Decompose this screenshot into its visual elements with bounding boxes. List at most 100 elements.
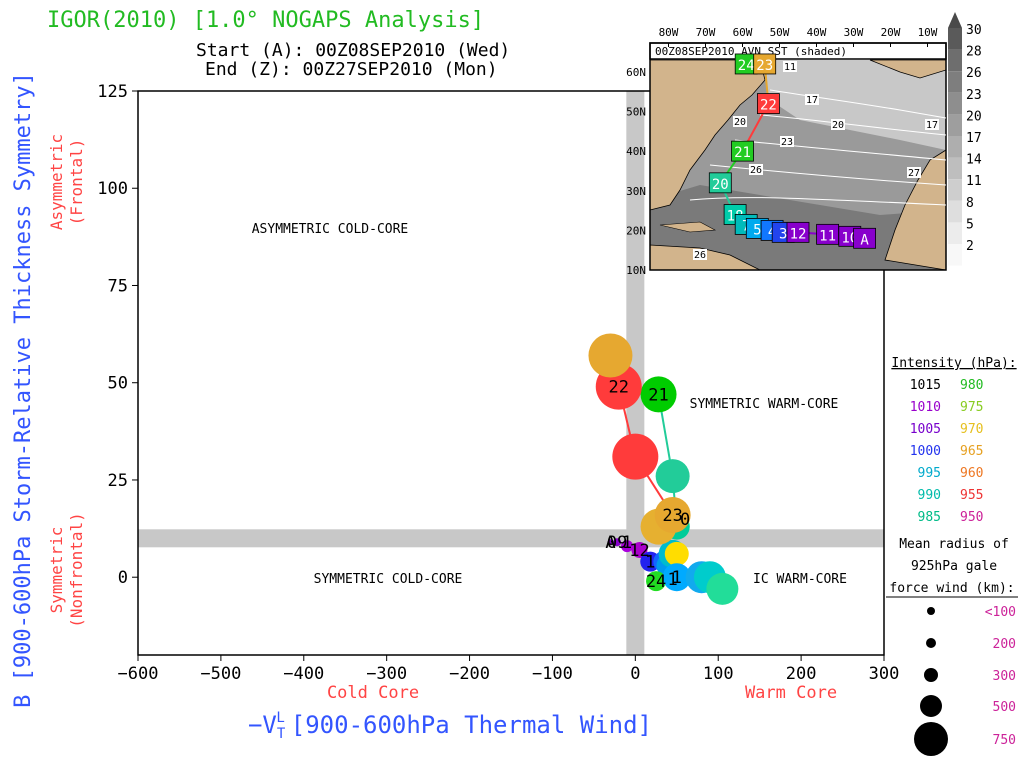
inset-contour-label: 27 (908, 168, 920, 179)
intensity-legend-value: 985 (918, 510, 941, 525)
radius-legend-dot (914, 722, 948, 756)
radius-legend-dot (926, 638, 936, 648)
colorbar-segment (948, 200, 962, 223)
symmetry-threshold-band (138, 529, 884, 548)
y-axis-asymmetric-label: Asymmetric (47, 134, 66, 230)
colorbar-label: 5 (966, 217, 974, 232)
colorbar-top-arrow (948, 12, 962, 28)
radius-legend-label: 300 (993, 669, 1016, 684)
inset-cuba (659, 221, 717, 233)
intensity-legend-value: 970 (960, 422, 983, 437)
intensity-legend-value: 980 (960, 378, 983, 393)
x-tick-label: 300 (869, 664, 900, 684)
inset-track-label: 24 (738, 58, 755, 74)
inset-contour-label: 26 (694, 250, 706, 261)
inset-lon-label: 30W (844, 26, 864, 39)
track-point (607, 539, 614, 546)
inset-track-box (731, 140, 754, 162)
colorbar-label: 20 (966, 109, 982, 124)
track-point-label: 09 (607, 533, 627, 553)
y-tick-label: 25 (108, 471, 128, 491)
track-point (646, 571, 667, 592)
y-tick-label: 0 (118, 568, 128, 588)
inset-track-box (708, 172, 732, 194)
intensity-legend-value: 1010 (910, 400, 941, 415)
inset-cool-sst-region (760, 60, 946, 150)
inset-track-box (757, 93, 780, 114)
intensity-legend-value: 955 (960, 488, 983, 503)
track-point-label: A (605, 533, 615, 553)
inset-sst-contour (769, 89, 947, 119)
inset-track-label: 21 (734, 145, 751, 161)
inset-lat-label: 60N (626, 66, 646, 79)
track-point-label: 1 (668, 570, 678, 590)
inset-lon-label: 80W (659, 26, 679, 39)
inset-contour-label-bg (749, 164, 763, 175)
inset-sst-contour (689, 197, 947, 206)
inset-contour-label-bg (693, 249, 707, 260)
x-axis-label-sub: T (277, 726, 286, 742)
radius-legend-dot (920, 695, 942, 717)
inset-lon-label: 10W (918, 26, 938, 39)
colorbar-label: 28 (966, 45, 982, 60)
x-axis-label: −VTL [900-600hPa Thermal Wind] (248, 710, 652, 742)
cold-core-label: Cold Core (327, 683, 419, 703)
y-tick-label: 75 (108, 276, 128, 296)
x-axis-label-sup: L (276, 710, 284, 726)
track-point-label: 1 (645, 553, 655, 573)
inset-contour-label: 17 (806, 95, 818, 106)
quadrant-symmetric-cold-core: SYMMETRIC COLD-CORE (314, 572, 463, 587)
inset-contour-label-bg (907, 167, 921, 178)
track-point (655, 459, 690, 494)
track-point (664, 541, 689, 566)
x-tick-label: −100 (532, 664, 573, 684)
track-point (588, 333, 633, 378)
y-axis-nonfrontal-label: (Nonfrontal) (67, 512, 86, 628)
colorbar-segment (948, 28, 962, 50)
inset-title: 00Z08SEP2010 AVN SST (shaded) (655, 45, 847, 58)
colorbar-segment (948, 71, 962, 93)
inset-track-label: 5 (753, 222, 761, 238)
x-tick-label: 100 (703, 664, 734, 684)
track-point (613, 538, 622, 547)
intensity-legend-value: 1005 (910, 422, 941, 437)
inset-north-america (649, 59, 766, 211)
track-point (621, 540, 634, 553)
inset-track-label: 23 (756, 58, 773, 74)
inset-contour-label-bg (783, 61, 797, 72)
inset-lat-label: 20N (626, 224, 646, 237)
track-point-label: 23 (662, 506, 682, 526)
inset-contour-label-bg (780, 136, 794, 147)
inset-track-label: 20 (712, 177, 729, 193)
y-tick-label: 125 (97, 82, 128, 102)
x-axis-label-rest: [900-600hPa Thermal Wind] (291, 711, 652, 739)
inset-lat-label: 50N (626, 106, 646, 119)
inset-lon-label: 70W (696, 26, 716, 39)
quadrant-symmetric-warm-core-upper: SYMMETRIC WARM-CORE (690, 397, 839, 412)
x-tick-label: −300 (366, 664, 407, 684)
colorbar-segment (948, 157, 962, 180)
inset-contour-label-bg (925, 119, 939, 130)
inset-lon-label: 50W (770, 26, 790, 39)
track-point-label: 1 (622, 533, 632, 553)
track-point (654, 496, 691, 533)
intensity-legend-value: 995 (918, 466, 941, 481)
inset-track-box (753, 53, 777, 75)
colorbar-segment (948, 92, 962, 115)
inset-track-label: A (860, 232, 869, 248)
inset-contour-label: 17 (926, 120, 938, 131)
y-axis-frontal-label: (Frontal) (67, 139, 86, 226)
inset-lat-label: 10N (626, 264, 646, 277)
colorbar-segment (948, 114, 962, 136)
inset-contour-label-bg (831, 119, 845, 130)
inset-africa (884, 149, 947, 271)
y-axis-symmetric-label: Symmetric (47, 527, 66, 614)
track-point-label: 1 (672, 568, 682, 588)
track-point (662, 563, 691, 592)
radius-legend-title-3: force wind (km): (889, 581, 1014, 596)
colorbar-label: 2 (966, 239, 974, 254)
quadrant-symmetric-warm-core-lower: IC WARM-CORE (753, 572, 847, 587)
inset-sst-map: 00Z08SEP2010 AVN SST (shaded) 80W 70W 60W 5… (626, 12, 982, 277)
intensity-legend-value: 960 (960, 466, 983, 481)
